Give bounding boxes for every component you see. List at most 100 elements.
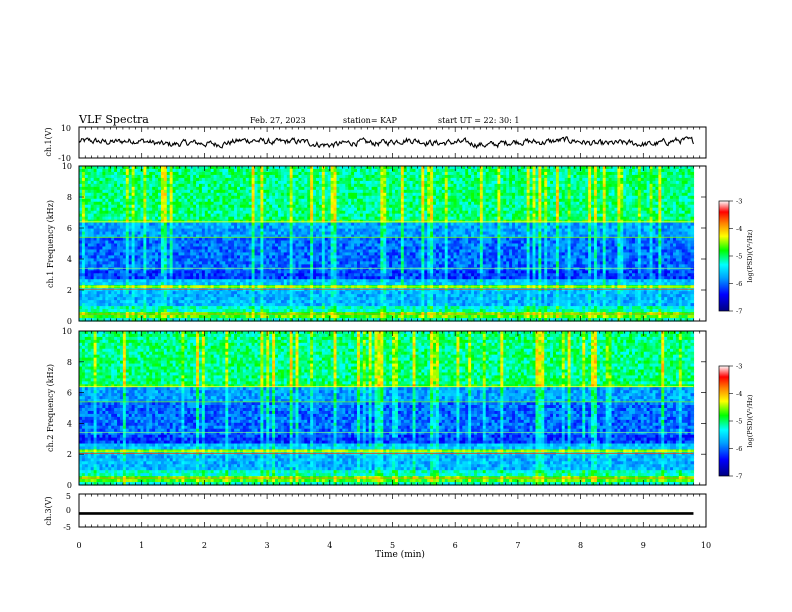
spectrogram-cell <box>187 166 191 170</box>
spectrogram-cell <box>119 174 124 179</box>
spectrogram-cell <box>494 166 499 170</box>
spectrogram-cell <box>409 174 414 179</box>
spectrogram-cell <box>137 166 142 170</box>
spectrogram-cell <box>690 171 695 176</box>
spectrogram-cell <box>523 171 528 176</box>
spectrogram-cell <box>160 168 165 173</box>
spectrogram-cell <box>675 168 680 173</box>
spectrogram-cell <box>102 168 106 173</box>
spectrogram-cell <box>383 174 387 179</box>
spectrogram-cell <box>497 171 501 176</box>
spectrogram-cell <box>389 166 393 170</box>
spectrogram-cell <box>178 166 183 170</box>
spectrogram-cell <box>108 168 112 173</box>
spectrogram-cell <box>374 174 379 179</box>
spectrogram-cell <box>333 168 338 173</box>
spectrogram-cell <box>479 168 484 173</box>
spectrogram-cell <box>395 166 399 170</box>
spectrogram-cell <box>514 171 519 176</box>
spectrogram-cell <box>114 166 118 170</box>
spectrogram-cell <box>111 171 115 176</box>
spectrogram-cell <box>462 171 466 176</box>
spectrogram-cell <box>125 166 130 170</box>
spectrogram-cell <box>327 174 332 179</box>
spectrogram-cell <box>318 174 323 179</box>
spectrogram-cell <box>611 168 616 173</box>
spectrogram-cell <box>140 166 144 170</box>
ch1-ytick-top: 10 <box>61 124 71 133</box>
ch1-waveform-panel: 10 -10 ch.1(V) <box>44 124 707 163</box>
spectrogram-cell <box>573 166 578 170</box>
spectrogram-cell <box>684 166 689 170</box>
spectrogram-cell <box>637 166 642 170</box>
spectrogram-cell <box>321 174 326 179</box>
spectrogram-cell <box>377 174 381 179</box>
spectrogram-cell <box>339 174 343 179</box>
spectrogram-cell <box>602 168 607 173</box>
spectrogram-cell <box>441 166 446 170</box>
spectrogram-cell <box>585 168 589 173</box>
spectrogram-cell <box>160 171 165 176</box>
spectrogram-cell <box>201 168 206 173</box>
spectrogram-cell <box>160 166 165 170</box>
spectrogram-cell <box>181 171 185 176</box>
spectrogram-cell <box>383 166 387 170</box>
spectrogram-cell <box>482 171 487 176</box>
spectrogram-cell <box>444 168 449 173</box>
spectrogram-cell <box>421 174 425 179</box>
spectrogram-cell <box>263 168 267 173</box>
spectrogram-cell <box>216 168 221 173</box>
spectrogram-cell <box>649 171 654 176</box>
spectrogram-cell <box>228 168 232 173</box>
spectrogram-cell <box>675 166 680 170</box>
spectrogram-cell <box>632 166 636 170</box>
spectrogram-cell <box>324 166 329 170</box>
spectrogram-cell <box>184 174 188 179</box>
spectrogram-cell <box>424 174 428 179</box>
spectrogram-cell <box>84 171 89 176</box>
spectrogram-cell <box>637 168 642 173</box>
start-ut-label: start UT = 22: 30: 1 <box>438 116 519 125</box>
spectrogram-cell <box>263 171 267 176</box>
spectrogram-cell <box>87 166 92 170</box>
spectrogram-cell <box>667 168 671 173</box>
spectrogram-cell <box>225 166 229 170</box>
spectrogram-cell <box>178 174 183 179</box>
spectrogram-cell <box>476 168 481 173</box>
spectrogram-cell <box>485 168 490 173</box>
spectrogram-cell <box>403 171 408 176</box>
spectrogram-cell <box>643 168 648 173</box>
spectrogram-cell <box>503 171 507 176</box>
spectrogram-cell <box>219 171 223 176</box>
spectrogram-cell <box>172 168 177 173</box>
spectrogram-cell <box>535 168 539 173</box>
spectrogram-cell <box>617 168 621 173</box>
spectrogram-cell <box>257 174 262 179</box>
spectrogram-cell <box>163 168 168 173</box>
spectrogram-cell <box>661 168 665 173</box>
spectrogram-cell <box>421 168 425 173</box>
spectrogram-cell <box>225 174 229 179</box>
spectrogram-cell <box>301 174 305 179</box>
spectrogram-cell <box>93 166 98 170</box>
spectrogram-cell <box>614 168 618 173</box>
spectrogram-cell <box>421 171 425 176</box>
spectrogram-cell <box>517 166 522 170</box>
spectrogram-cell <box>406 166 411 170</box>
spectrogram-cell <box>269 171 273 176</box>
spectrogram-cell <box>488 166 493 170</box>
ch1-ylabel: ch.1(V) <box>44 127 53 156</box>
spectrogram-cell <box>386 168 390 173</box>
spectrogram-cell <box>99 171 104 176</box>
spectrogram-cell <box>362 174 367 179</box>
spectrogram-cell <box>152 168 156 173</box>
spectrogram-cell <box>198 171 203 176</box>
spectrogram-cell <box>553 168 557 173</box>
spectrogram-cell <box>614 166 618 170</box>
spectrogram-cell <box>333 166 338 170</box>
spectrogram-cell <box>617 171 621 176</box>
spectrogram-cell <box>655 166 659 170</box>
spectrogram-cell <box>529 168 534 173</box>
spectrogram-cell <box>213 171 218 176</box>
